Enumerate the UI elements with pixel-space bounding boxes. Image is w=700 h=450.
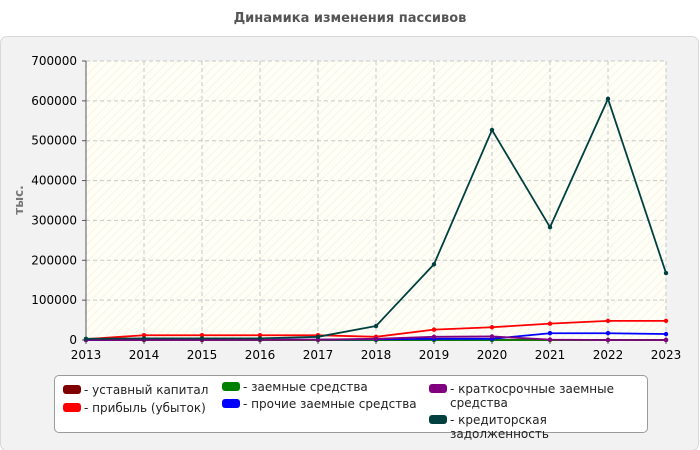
data-point [489, 334, 495, 339]
y-tick-label: 300000 [31, 213, 77, 227]
x-tick-label: 2021 [535, 348, 566, 362]
legend-label: - кредиторская задолженность [450, 413, 549, 441]
x-tick-label: 2020 [477, 348, 508, 362]
legend-swatch [429, 415, 447, 424]
data-point [605, 337, 611, 343]
legend-item: - прочие заемные средства [222, 397, 422, 411]
data-point [547, 225, 553, 230]
plot-area [86, 61, 666, 340]
legend-label: - краткосрочные заемные средства [450, 382, 614, 410]
data-point [489, 127, 495, 133]
data-point [199, 333, 205, 338]
x-tick-label: 2018 [361, 348, 392, 362]
data-point [431, 334, 437, 340]
x-tick-label: 2017 [303, 348, 334, 362]
legend-item: - кредиторская задолженность [429, 413, 644, 441]
data-point [605, 318, 611, 324]
data-point [373, 323, 379, 329]
series-5 [83, 96, 669, 342]
data-point [431, 262, 437, 267]
x-tick-label: 2013 [71, 348, 102, 362]
legend-item: - уставный капитал [63, 383, 213, 397]
data-point [257, 336, 263, 341]
x-tick-label: 2014 [129, 348, 160, 362]
data-point [373, 336, 379, 342]
y-tick-label: 700000 [31, 54, 77, 68]
legend-swatch [63, 403, 81, 412]
data-point [83, 336, 89, 342]
x-tick-label: 2016 [245, 348, 276, 362]
y-tick-label: 500000 [31, 134, 77, 148]
y-tick-label: 0 [69, 333, 77, 347]
legend-swatch [222, 399, 240, 408]
y-axis-label: тыс. [12, 185, 26, 214]
y-tick-label: 600000 [31, 94, 77, 108]
data-point [141, 333, 147, 338]
legend-label: - заемные средства [243, 380, 368, 394]
legend-label: - прибыль (убыток) [84, 401, 206, 415]
data-point [547, 331, 553, 336]
legend-swatch [222, 382, 240, 391]
data-point [663, 318, 669, 324]
data-point [489, 325, 495, 330]
legend-swatch [429, 384, 447, 393]
x-tick-label: 2022 [593, 348, 624, 362]
legend-label: - уставный капитал [84, 383, 209, 397]
data-point [547, 337, 553, 342]
data-point [431, 327, 437, 332]
x-tick-label: 2023 [651, 348, 682, 362]
data-point [141, 336, 147, 341]
legend-label: - прочие заемные средства [243, 397, 417, 411]
legend-swatch [63, 385, 81, 394]
data-point [199, 336, 205, 341]
y-tick-label: 200000 [31, 253, 77, 267]
y-tick-label: 400000 [31, 174, 77, 188]
legend-item: - прибыль (убыток) [63, 401, 213, 415]
data-point [663, 270, 669, 276]
chart-title: Динамика изменения пассивов [233, 11, 467, 26]
data-point [663, 331, 669, 337]
legend-item: - краткосрочные заемные средства [429, 382, 629, 410]
x-tick-label: 2019 [419, 348, 450, 362]
x-tick-label: 2015 [187, 348, 218, 362]
data-point [605, 331, 611, 336]
data-point [605, 96, 611, 102]
legend: - уставный капитал - прибыль (убыток) - за… [54, 375, 648, 441]
data-point [663, 337, 669, 343]
data-point [315, 334, 321, 340]
legend-item: - заемные средства [222, 380, 422, 394]
data-point [257, 333, 263, 338]
y-tick-label: 100000 [31, 293, 77, 307]
data-point [547, 321, 553, 326]
